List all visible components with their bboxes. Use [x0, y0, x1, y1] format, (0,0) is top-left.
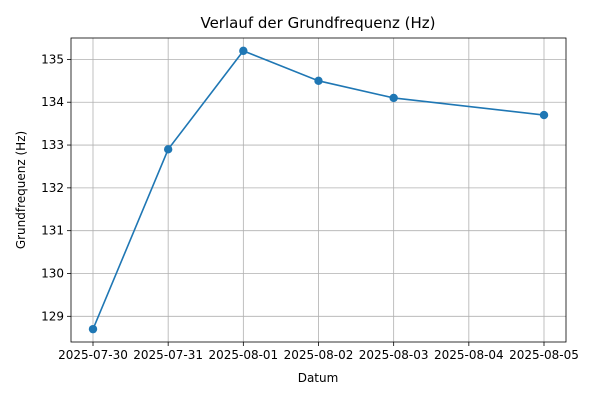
data-point — [239, 46, 248, 56]
y-tick-label: 131 — [41, 224, 64, 238]
y-tick-label: 129 — [41, 309, 64, 323]
data-point — [314, 76, 323, 86]
grid — [71, 38, 566, 342]
x-tick-label: 2025-08-02 — [284, 348, 354, 362]
x-tick-label: 2025-07-30 — [58, 348, 128, 362]
plot-frame — [70, 37, 567, 343]
x-tick-label: 2025-08-05 — [509, 348, 579, 362]
x-tick-label: 2025-08-03 — [359, 348, 429, 362]
y-axis-label: Grundfrequenz (Hz) — [14, 131, 28, 249]
x-axis-ticks: 2025-07-30 2025-07-31 2025-08-01 2025-08-02… — [58, 342, 579, 362]
data-point — [163, 145, 173, 154]
series-line — [92, 49, 545, 330]
data-point — [539, 110, 549, 120]
y-tick-label: 135 — [41, 52, 64, 66]
x-tick-label: 2025-08-04 — [434, 348, 504, 362]
y-tick-label: 130 — [41, 266, 64, 280]
y-axis-ticks: 129 130 131 132 133 134 135 — [41, 52, 71, 323]
x-tick-label: 2025-08-01 — [208, 348, 278, 362]
data-point — [389, 93, 398, 103]
y-tick-label: 132 — [41, 181, 64, 195]
chart-title: Verlauf der Grundfrequenz (Hz) — [200, 14, 435, 32]
y-tick-label: 133 — [41, 138, 64, 152]
y-tick-label: 134 — [41, 95, 64, 109]
x-axis-label: Datum — [298, 371, 339, 385]
data-point — [88, 324, 98, 334]
series-layer — [88, 46, 549, 334]
x-tick-label: 2025-07-31 — [133, 348, 203, 362]
